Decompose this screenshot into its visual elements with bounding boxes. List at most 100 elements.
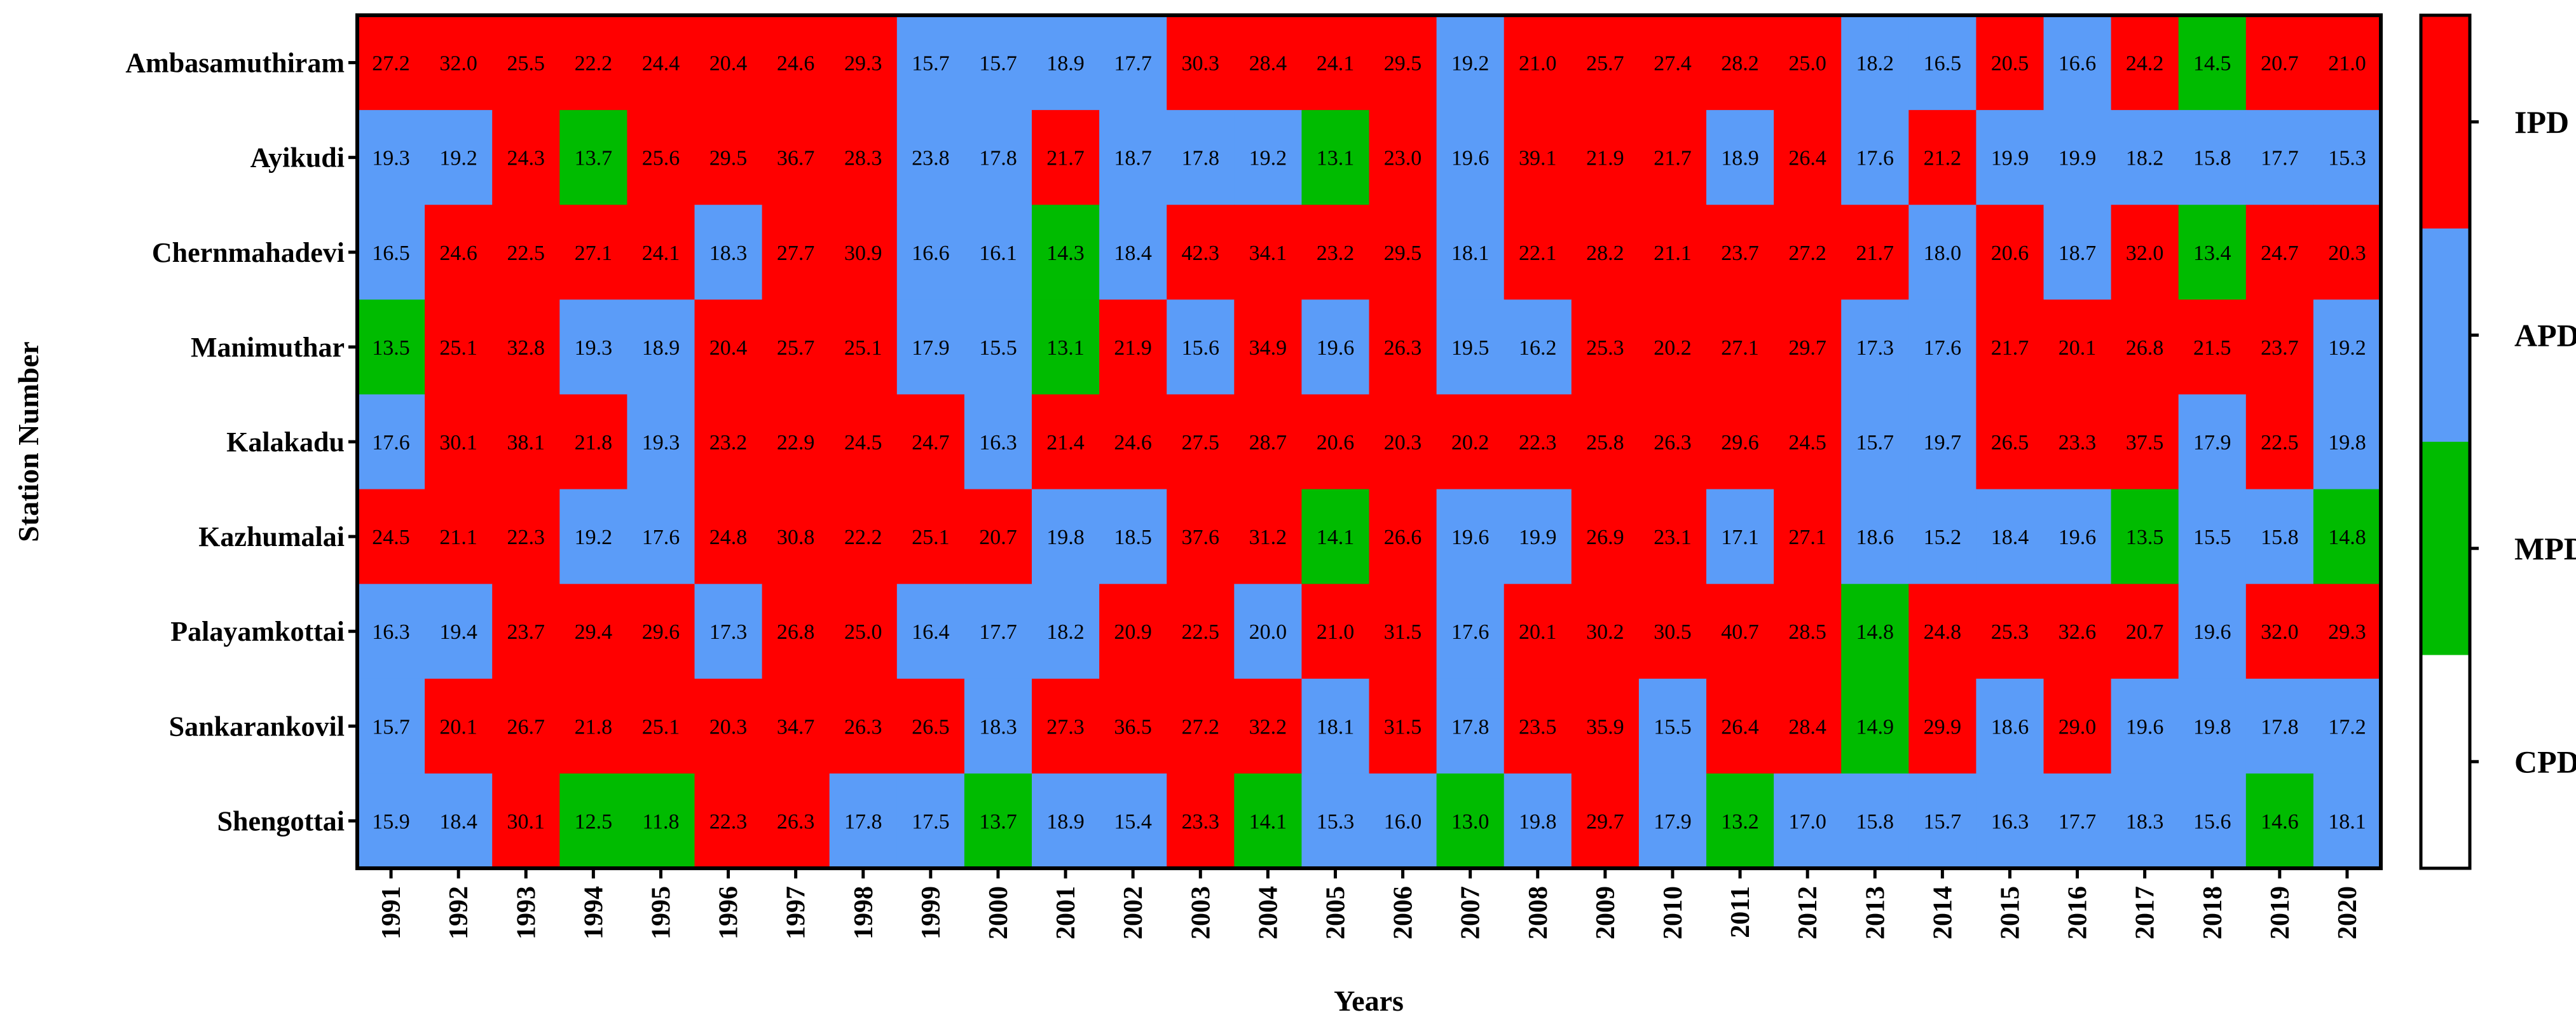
cell-value: 22.9 [777, 431, 815, 454]
x-axis-ticks [389, 868, 2349, 878]
heatmap-cell [896, 678, 965, 774]
year-label: 1992 [444, 886, 474, 939]
heatmap-cell [1234, 205, 1302, 300]
cell-value: 18.7 [2059, 242, 2097, 265]
heatmap-cell [1571, 773, 1640, 869]
cell-value: 30.1 [439, 431, 477, 454]
heatmap-cell [964, 773, 1032, 869]
heatmap-cell [1774, 489, 1842, 585]
heatmap-cell [425, 773, 493, 869]
heatmap-cell [1234, 489, 1302, 585]
heatmap-cell [1234, 584, 1302, 679]
heatmap-cell [357, 773, 425, 869]
heatmap-cell [1167, 15, 1235, 111]
cell-value: 28.5 [1788, 620, 1826, 644]
heatmap-cell [492, 678, 560, 774]
cell-value: 15.8 [1856, 810, 1894, 833]
year-label: 2012 [1793, 886, 1823, 939]
cell-value: 18.5 [1114, 526, 1152, 549]
heatmap-cell [2111, 15, 2179, 111]
heatmap-cell [559, 299, 627, 395]
heatmap-cell [1504, 110, 1572, 205]
cell-value: 25.3 [1991, 620, 2029, 644]
cell-value: 19.5 [1451, 336, 1490, 360]
year-label: 2013 [1861, 886, 1890, 939]
cell-value: 35.9 [1586, 715, 1624, 739]
heatmap-cell [1504, 394, 1572, 490]
heatmap-cell [1436, 205, 1505, 300]
cell-value: 19.2 [2328, 336, 2366, 360]
heatmap-cell [1774, 15, 1842, 111]
year-label: 1997 [782, 886, 811, 939]
heatmap-cell [2043, 584, 2112, 679]
cell-value: 19.3 [372, 147, 410, 170]
cell-value: 17.5 [912, 810, 950, 833]
cell-value: 13.4 [2193, 242, 2231, 265]
heatmap-cell [829, 584, 898, 679]
year-label: 2018 [2198, 886, 2228, 939]
heatmap-cell [694, 394, 763, 490]
heatmap-cell [559, 678, 627, 774]
heatmap-cell [1167, 489, 1235, 585]
cell-value: 23.3 [2059, 431, 2097, 454]
year-label: 2017 [2131, 886, 2160, 939]
x-axis-title: Years [1334, 985, 1404, 1017]
heatmap-cell [694, 110, 763, 205]
cell-value: 20.0 [1249, 620, 1287, 644]
cell-value: 17.7 [2059, 810, 2097, 833]
heatmap-cell [762, 299, 830, 395]
cell-value: 24.6 [777, 52, 815, 76]
heatmap-cell [2245, 489, 2314, 585]
heatmap-cell [1369, 489, 1437, 585]
heatmap-cell [1301, 678, 1370, 774]
cell-value: 32.8 [507, 336, 545, 360]
cell-value: 25.5 [507, 52, 545, 76]
cell-value: 27.7 [777, 242, 815, 265]
cell-value: 17.8 [844, 810, 882, 833]
cell-value: 27.4 [1654, 52, 1692, 76]
cell-value: 13.5 [2126, 526, 2164, 549]
heatmap-cell [896, 15, 965, 111]
cell-value: 18.9 [1046, 810, 1085, 833]
heatmap-cell [1099, 15, 1167, 111]
heatmap-cell [1908, 584, 1977, 679]
cell-value: 15.4 [1114, 810, 1152, 833]
station-label: Palayamkottai [170, 616, 345, 647]
cell-value: 24.6 [439, 242, 477, 265]
cell-value: 20.4 [709, 52, 748, 76]
heatmap-cell [492, 15, 560, 111]
cell-value: 21.8 [575, 715, 613, 739]
heatmap-cell [1504, 205, 1572, 300]
cell-value: 18.3 [2126, 810, 2164, 833]
cell-value: 14.3 [1046, 242, 1085, 265]
heatmap-cell [2178, 773, 2247, 869]
cell-value: 20.2 [1451, 431, 1490, 454]
heatmap-cell [1167, 205, 1235, 300]
heatmap-cell [1301, 773, 1370, 869]
cell-value: 37.6 [1182, 526, 1220, 549]
year-label: 2010 [1659, 886, 1688, 939]
heatmap-cell [2178, 110, 2247, 205]
cell-value: 16.6 [912, 242, 950, 265]
heatmap-cell [559, 110, 627, 205]
cell-value: 24.1 [1317, 52, 1355, 76]
station-labels: Ambasamuthiram Ayikudi Chernmahadevi Manimu… [125, 48, 345, 837]
heatmap-cell [1908, 773, 1977, 869]
cell-value: 20.7 [979, 526, 1017, 549]
heatmap-cell [627, 773, 695, 869]
cell-value: 21.5 [2193, 336, 2231, 360]
heatmap-cell [1976, 584, 2045, 679]
heatmap-cell [1638, 15, 1707, 111]
cell-value: 20.6 [1991, 242, 2029, 265]
cell-value: 17.1 [1721, 526, 1759, 549]
year-label: 2009 [1591, 886, 1620, 939]
heatmap-cell [896, 584, 965, 679]
heatmap-cell [1369, 584, 1437, 679]
heatmap-cell [2043, 394, 2112, 490]
heatmap-cell [1908, 394, 1977, 490]
heatmap-cell [1638, 489, 1707, 585]
cell-value: 18.9 [1721, 147, 1759, 170]
heatmap-cell [1571, 678, 1640, 774]
cell-value: 18.2 [2126, 147, 2164, 170]
station-label: Kazhumalai [198, 521, 345, 552]
